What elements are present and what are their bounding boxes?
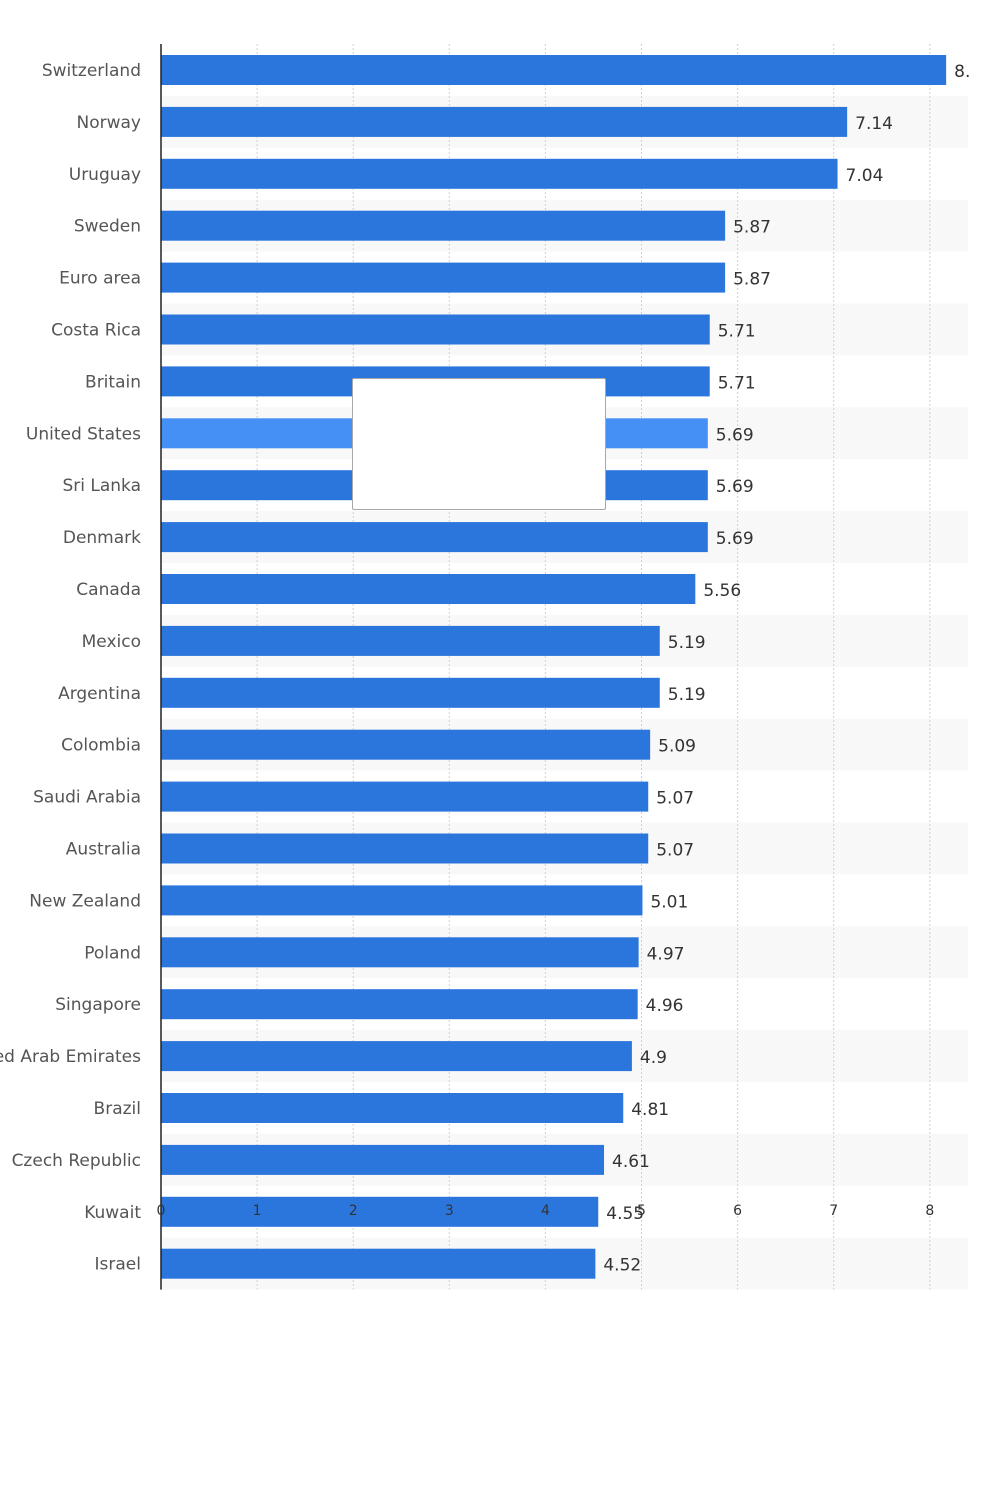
value-label: 7.14 [855, 114, 893, 134]
tooltip-popup [352, 378, 606, 510]
bar [161, 158, 838, 189]
bar [161, 55, 947, 85]
category-label: Uruguay [69, 165, 141, 185]
bar [161, 781, 649, 812]
value-label: 8. [954, 62, 970, 82]
value-label: 5.71 [718, 322, 756, 342]
x-tick-label: 4 [541, 1203, 550, 1219]
x-tick-label: 1 [253, 1203, 262, 1219]
category-label: Kuwait [84, 1203, 141, 1223]
bar [161, 677, 660, 708]
category-label: Israel [95, 1255, 141, 1275]
value-label: 5.69 [716, 425, 754, 445]
category-label: Australia [66, 840, 141, 860]
bar [161, 1196, 599, 1227]
bar [161, 522, 708, 553]
bar [161, 1093, 624, 1123]
value-label: 5.87 [733, 270, 771, 290]
value-label: 5.56 [703, 581, 741, 601]
value-label: 5.01 [650, 892, 688, 912]
x-tick-label: 7 [829, 1203, 838, 1219]
category-label: Brazil [94, 1099, 141, 1119]
bar [161, 106, 848, 137]
bar [161, 1144, 605, 1175]
category-label: Britain [85, 372, 141, 392]
value-label: 5.07 [656, 841, 694, 861]
value-label: 4.81 [631, 1100, 669, 1120]
value-label: 4.52 [603, 1256, 641, 1276]
bar [161, 210, 726, 241]
value-label: 4.96 [646, 996, 684, 1016]
value-label: 5.19 [668, 685, 706, 705]
value-label: 5.69 [716, 477, 754, 497]
category-label: Switzerland [42, 61, 141, 81]
category-label: United Arab Emirates [0, 1047, 141, 1067]
bar [161, 1248, 596, 1279]
category-label: Mexico [82, 632, 141, 652]
value-label: 4.55 [606, 1204, 644, 1224]
value-label: 5.19 [668, 633, 706, 653]
category-label: Norway [77, 113, 142, 133]
category-label: Denmark [63, 528, 141, 548]
value-label: 5.09 [658, 737, 696, 757]
bar [161, 262, 726, 293]
bar [161, 314, 710, 345]
category-label: United States [26, 424, 141, 444]
x-tick-label: 2 [349, 1203, 358, 1219]
category-label: Euro area [59, 269, 141, 289]
bar [161, 989, 638, 1020]
bar [161, 1041, 632, 1072]
category-label: Sweden [74, 217, 141, 237]
category-label: Costa Rica [51, 321, 141, 341]
value-label: 4.97 [647, 944, 685, 964]
bar [161, 729, 651, 760]
value-label: 5.07 [656, 789, 694, 809]
value-label: 7.04 [846, 166, 884, 186]
category-label: Poland [84, 943, 141, 963]
x-tick-label: 8 [925, 1203, 934, 1219]
category-label: Czech Republic [12, 1151, 141, 1171]
category-label: Singapore [55, 995, 141, 1015]
bar [161, 885, 643, 916]
category-label: Sri Lanka [62, 476, 141, 496]
value-label: 5.69 [716, 529, 754, 549]
x-tick-label: 3 [445, 1203, 454, 1219]
x-tick-label: 5 [637, 1203, 646, 1219]
x-tick-label: 0 [157, 1203, 166, 1219]
bar [161, 833, 649, 864]
value-label: 4.61 [612, 1152, 650, 1172]
category-label: Argentina [58, 684, 141, 704]
value-label: 5.87 [733, 218, 771, 238]
bar [161, 937, 639, 968]
value-label: 4.9 [640, 1048, 667, 1068]
category-label: Canada [76, 580, 141, 600]
value-label: 5.71 [718, 373, 756, 393]
category-label: Colombia [61, 736, 141, 756]
bar [161, 574, 696, 604]
bar [161, 625, 660, 656]
x-tick-label: 6 [733, 1203, 742, 1219]
category-label: New Zealand [29, 891, 141, 911]
category-label: Saudi Arabia [33, 788, 141, 808]
